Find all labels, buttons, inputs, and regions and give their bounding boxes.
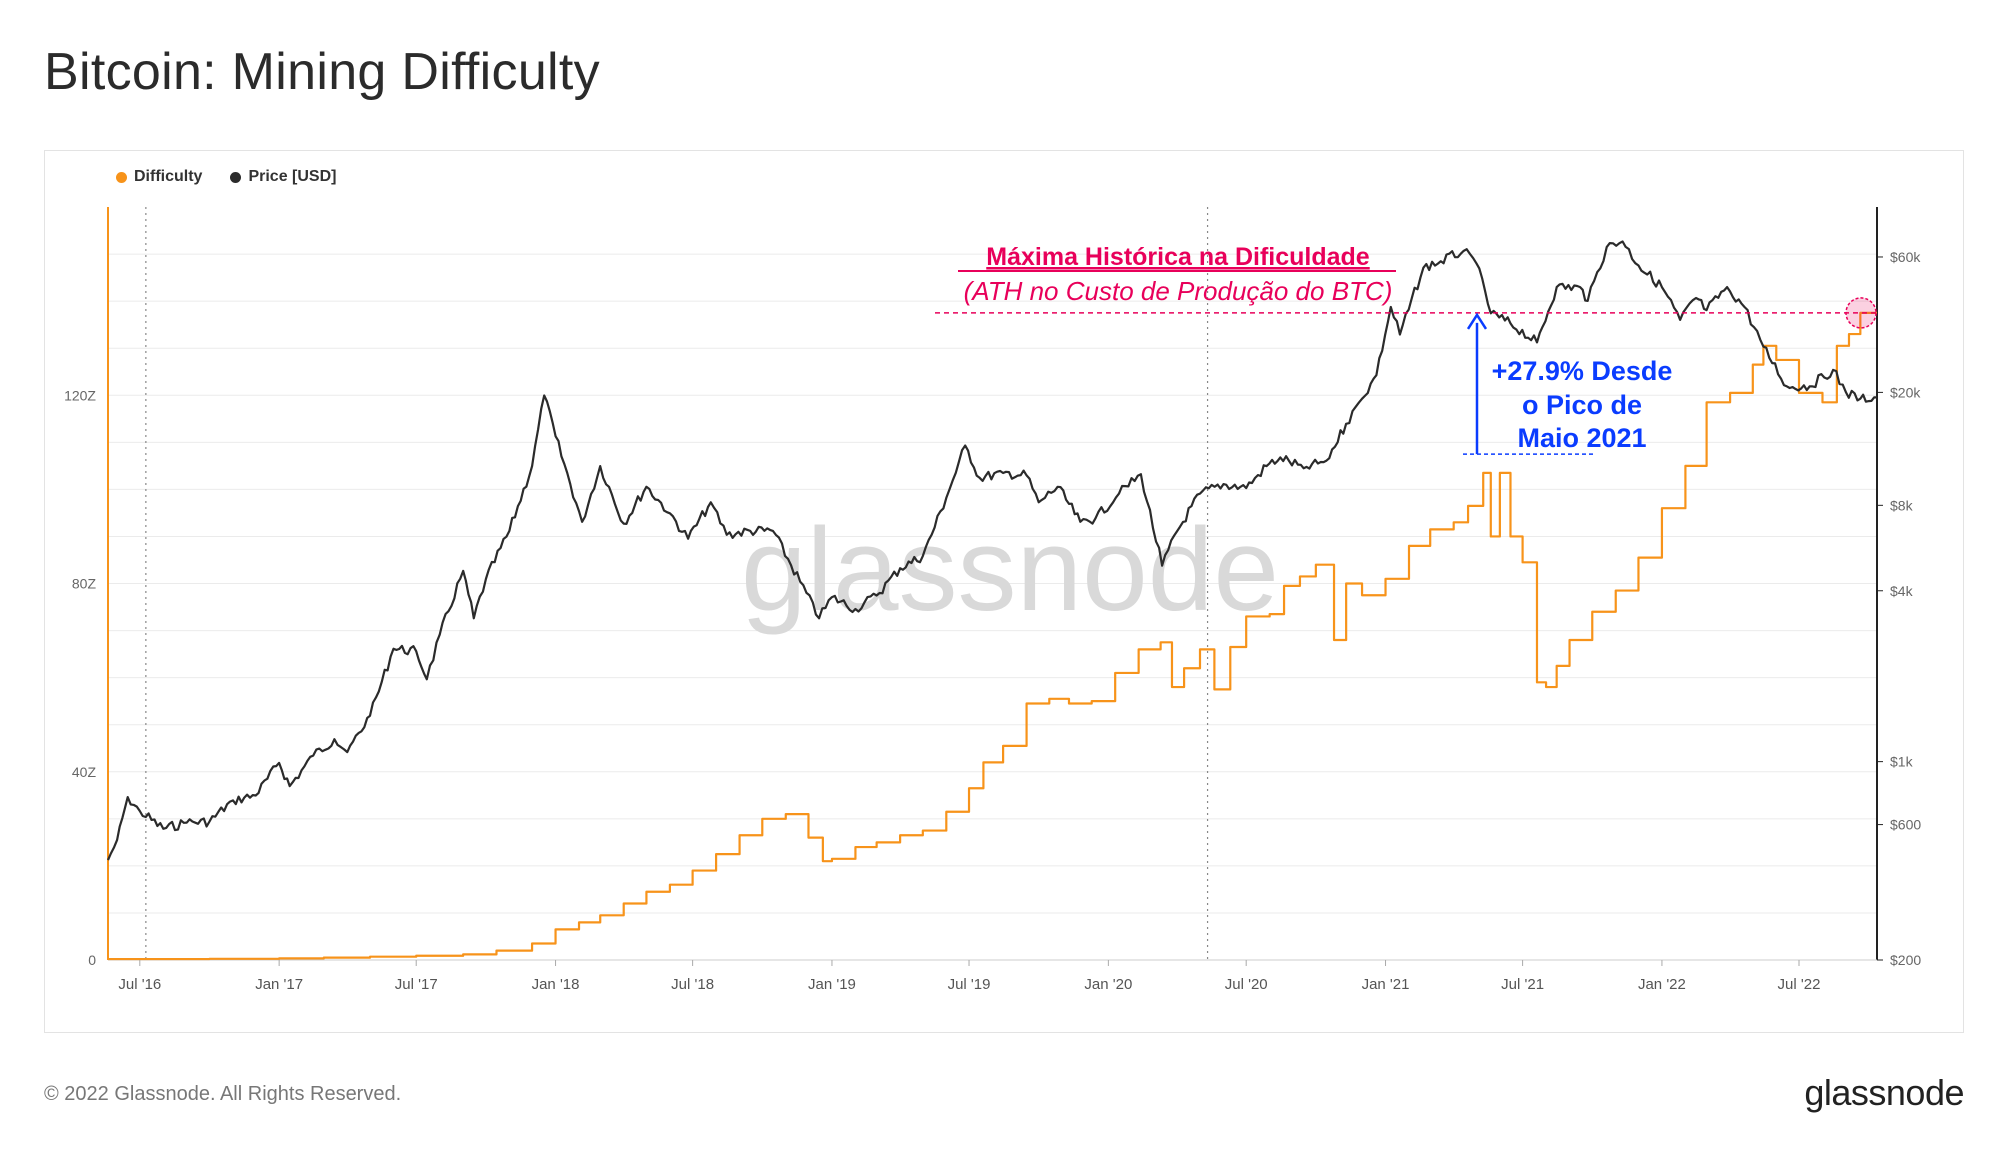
grid-layer — [108, 207, 1877, 961]
y-left-tick-label: 40Z — [72, 764, 97, 780]
x-tick-label: Jul '22 — [1778, 976, 1821, 993]
y-right-tick-label: $60k — [1890, 249, 1921, 265]
page-title: Bitcoin: Mining Difficulty — [44, 43, 600, 101]
y-right-tick-label: $20k — [1890, 384, 1921, 400]
y-right-tick-label: $8k — [1890, 497, 1914, 513]
y-left-tick-label: 120Z — [64, 387, 96, 403]
y-left-tick-label: 0 — [88, 952, 96, 968]
legend-dot-difficulty — [116, 171, 127, 183]
y-left-tick-label: 80Z — [72, 576, 97, 592]
price-series-line — [106, 240, 1878, 861]
y-right-tick-label: $600 — [1890, 817, 1921, 833]
legend-label-price: Price [USD] — [248, 168, 337, 185]
ath-subtitle: (ATH no Custo de Produção do BTC) — [964, 276, 1393, 306]
footer-copyright: © 2022 Glassnode. All Rights Reserved. — [44, 1083, 402, 1105]
growth-label: Maio 2021 — [1517, 423, 1646, 453]
x-tick-label: Jan '22 — [1638, 976, 1686, 993]
x-tick-label: Jan '19 — [808, 976, 856, 993]
legend-item-difficulty[interactable]: Difficulty — [116, 168, 202, 186]
y-right-tick-label: $200 — [1890, 952, 1921, 968]
x-tick-label: Jan '18 — [532, 976, 580, 993]
difficulty-series-line — [108, 311, 1877, 961]
x-tick-label: Jul '16 — [118, 976, 161, 993]
legend-item-price[interactable]: Price [USD] — [230, 168, 336, 186]
growth-label: o Pico de — [1522, 390, 1642, 420]
footer-logo[interactable]: glassnode — [1804, 1072, 1964, 1113]
ath-title: Máxima Histórica na Dificuldade — [986, 243, 1370, 271]
axes-layer: 0 40Z 80Z 120Z $200 $600 $1k $4k $8k $20k $60k Jul … — [64, 207, 1921, 993]
growth-arrow-head — [1466, 312, 1488, 330]
x-tick-label: Jul '21 — [1501, 976, 1544, 993]
legend-dot-price — [230, 171, 242, 183]
x-tick-label: Jul '17 — [395, 976, 438, 993]
ath-highlight-circle — [1845, 297, 1877, 329]
x-tick-label: Jan '21 — [1362, 976, 1410, 993]
x-tick-label: Jul '18 — [671, 976, 714, 993]
x-tick-label: Jul '19 — [948, 976, 991, 993]
growth-label: +27.9% Desde — [1492, 356, 1673, 386]
x-tick-label: Jan '17 — [255, 976, 303, 993]
y-right-tick-label: $4k — [1890, 583, 1914, 599]
chart-legend: Difficulty Price [USD] — [116, 168, 336, 186]
y-right-tick-label: $1k — [1890, 754, 1914, 770]
x-tick-label: Jan '20 — [1084, 976, 1132, 993]
annotation-layer: Máxima Histórica na Dificuldade (ATH no C… — [935, 243, 1877, 455]
legend-label-difficulty: Difficulty — [134, 168, 203, 185]
series-layer — [106, 240, 1878, 961]
chart-frame — [44, 150, 1964, 1033]
watermark: glassnode — [741, 504, 1279, 636]
x-tick-label: Jul '20 — [1225, 976, 1268, 993]
